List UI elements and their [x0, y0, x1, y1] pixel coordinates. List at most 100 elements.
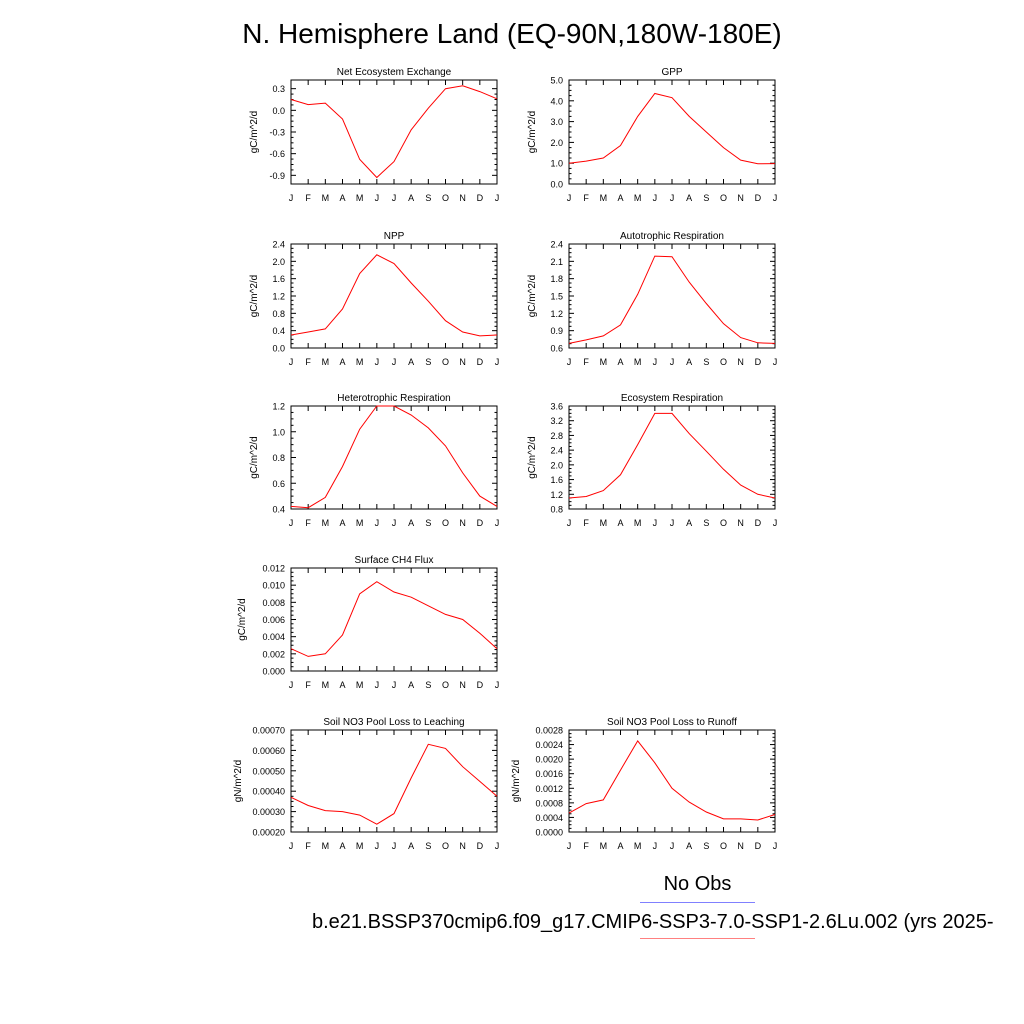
x-tick-label: F: [305, 193, 311, 203]
y-axis-label: gC/m^2/d: [249, 436, 260, 479]
y-tick-label: -0.6: [269, 149, 285, 159]
x-tick-label: O: [720, 357, 727, 367]
y-axis-label: gC/m^2/d: [249, 111, 260, 154]
page-title: N. Hemisphere Land (EQ-90N,180W-180E): [242, 18, 782, 49]
x-tick-label: A: [617, 841, 623, 851]
x-tick-label: J: [495, 841, 500, 851]
x-tick-label: J: [653, 841, 658, 851]
series-line: [568, 92, 776, 165]
x-tick-label: J: [567, 193, 572, 203]
x-tick-label: M: [356, 841, 364, 851]
y-tick-label: 0.004: [262, 632, 285, 642]
y-axis-label: gN/m^2/d: [233, 760, 244, 803]
chart-panel-7: Surface CH4 Flux gC/m^2/d 0.012 0.010 0.008 0…: [237, 555, 499, 690]
x-tick-label: J: [653, 518, 658, 528]
y-tick-label: 0.3: [272, 84, 285, 94]
x-tick-label: O: [442, 841, 449, 851]
x-tick-label: A: [617, 518, 623, 528]
x-tick-label: M: [634, 193, 642, 203]
x-tick-label: D: [755, 357, 762, 367]
y-tick-label: 2.4: [550, 446, 563, 456]
plot-frame: [290, 729, 498, 833]
y-tick-label: -0.9: [269, 171, 285, 181]
series-line: [568, 255, 776, 344]
x-tick-label: F: [305, 680, 311, 690]
x-tick-label: M: [600, 357, 608, 367]
plot-frame: [290, 567, 498, 672]
x-tick-label: D: [477, 518, 484, 528]
y-tick-label: 2.4: [550, 240, 563, 250]
x-tick-label: J: [495, 518, 500, 528]
series-line: [568, 740, 776, 821]
x-tick-label: A: [686, 518, 692, 528]
y-tick-label: 1.6: [550, 475, 563, 485]
y-tick-label: 0.0000: [535, 828, 563, 838]
chart-panel-5: Heterotrophic Respiration gC/m^2/d 1.2 1.0 0…: [249, 393, 499, 528]
x-tick-label: M: [356, 680, 364, 690]
x-tick-label: A: [339, 680, 345, 690]
x-tick-label: F: [583, 841, 589, 851]
x-tick-label: O: [442, 193, 449, 203]
x-tick-label: D: [477, 841, 484, 851]
y-tick-label: 0.0012: [535, 784, 563, 794]
plot-frame: [568, 405, 776, 510]
panel-title: Net Ecosystem Exchange: [337, 67, 452, 78]
x-tick-label: M: [600, 193, 608, 203]
y-tick-label: 2.8: [550, 431, 563, 441]
x-tick-label: F: [305, 518, 311, 528]
panel-title: NPP: [384, 231, 405, 242]
x-tick-label: J: [495, 193, 500, 203]
x-tick-label: S: [703, 841, 709, 851]
legend-obs-label: No Obs: [663, 873, 732, 895]
y-tick-label: 3.6: [550, 402, 563, 412]
x-tick-label: J: [653, 357, 658, 367]
x-tick-label: D: [755, 841, 762, 851]
y-tick-label: 0.9: [550, 326, 563, 336]
y-tick-label: 2.0: [550, 138, 563, 148]
x-tick-label: J: [392, 193, 397, 203]
x-tick-label: F: [583, 518, 589, 528]
series-line: [290, 85, 498, 179]
y-tick-label: 1.5: [550, 292, 563, 302]
x-tick-label: S: [425, 193, 431, 203]
x-tick-label: F: [305, 357, 311, 367]
y-tick-label: 0.00060: [252, 746, 285, 756]
x-tick-label: S: [425, 680, 431, 690]
y-tick-label: 1.2: [550, 490, 563, 500]
x-tick-label: D: [755, 193, 762, 203]
y-tick-label: 0.8: [550, 505, 563, 515]
x-tick-label: J: [392, 680, 397, 690]
x-tick-label: M: [356, 357, 364, 367]
x-tick-label: O: [720, 193, 727, 203]
x-tick-label: A: [408, 357, 414, 367]
y-tick-label: 0.8: [272, 309, 285, 319]
y-tick-label: 0.0020: [535, 755, 563, 765]
y-tick-label: 2.0: [550, 460, 563, 470]
y-tick-label: 0.00050: [252, 766, 285, 776]
x-tick-label: J: [375, 841, 380, 851]
y-tick-label: 0.8: [272, 453, 285, 463]
y-axis-label: gC/m^2/d: [237, 598, 248, 641]
y-tick-label: 0.00070: [252, 726, 285, 736]
y-tick-label: 1.0: [272, 427, 285, 437]
y-tick-label: 0.0: [272, 106, 285, 116]
x-tick-label: A: [617, 193, 623, 203]
x-tick-label: S: [425, 518, 431, 528]
x-tick-label: D: [477, 357, 484, 367]
x-tick-label: D: [755, 518, 762, 528]
panel-title: Heterotrophic Respiration: [337, 393, 450, 404]
x-tick-label: M: [322, 193, 330, 203]
x-tick-label: A: [408, 841, 414, 851]
y-tick-label: 1.6: [272, 274, 285, 284]
x-tick-label: A: [408, 680, 414, 690]
y-tick-label: 4.0: [550, 96, 563, 106]
x-tick-label: N: [459, 357, 466, 367]
y-tick-label: 3.0: [550, 117, 563, 127]
y-tick-label: 0.4: [272, 505, 285, 515]
x-tick-label: O: [442, 518, 449, 528]
panel-title: Soil NO3 Pool Loss to Runoff: [607, 717, 737, 728]
x-tick-label: J: [670, 357, 675, 367]
x-tick-label: J: [773, 841, 778, 851]
x-tick-label: M: [634, 518, 642, 528]
